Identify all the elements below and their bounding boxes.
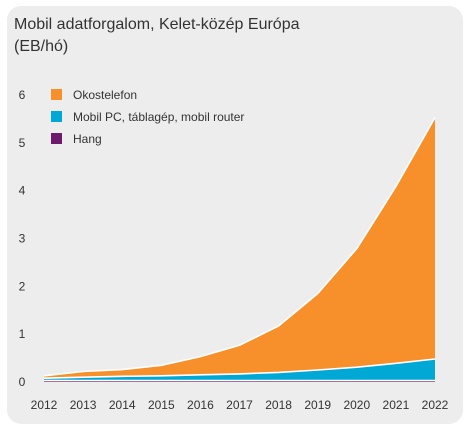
chart-areas — [43, 117, 436, 382]
x-tick-label: 2012 — [31, 398, 58, 412]
legend-label: Mobil PC, táblagép, mobil router — [73, 110, 244, 124]
area-okostelefon — [44, 117, 435, 379]
y-tick-label: 6 — [19, 88, 26, 102]
y-tick-label: 0 — [19, 375, 26, 389]
y-tick-label: 2 — [19, 279, 26, 293]
chart-title-line2: (EB/hó) — [14, 38, 69, 55]
separator-line — [43, 117, 436, 377]
y-axis-ticks: 0 1 2 3 4 5 6 — [19, 88, 26, 389]
y-tick-label: 3 — [19, 232, 26, 246]
y-tick-label: 4 — [19, 184, 26, 198]
x-tick-label: 2020 — [343, 398, 370, 412]
x-tick-label: 2016 — [187, 398, 214, 412]
chart-title-line1: Mobil adatforgalom, Kelet-közép Európa — [14, 16, 300, 33]
area-mobil-pc-t-blag-p-mobil-router — [44, 359, 435, 381]
x-tick-label: 2018 — [265, 398, 292, 412]
separator-line — [43, 358, 436, 379]
y-tick-label: 5 — [19, 136, 26, 150]
x-tick-label: 2015 — [148, 398, 175, 412]
legend-swatch — [51, 89, 62, 100]
x-tick-label: 2021 — [383, 398, 410, 412]
x-tick-label: 2019 — [304, 398, 331, 412]
legend-label: Hang — [73, 132, 102, 146]
x-tick-label: 2013 — [70, 398, 97, 412]
legend-swatch — [51, 133, 62, 144]
legend-swatch — [51, 111, 62, 122]
chart-legend: Okostelefon Mobil PC, táblagép, mobil rou… — [51, 88, 244, 146]
legend-label: Okostelefon — [73, 88, 137, 102]
y-tick-label: 1 — [19, 327, 26, 341]
x-tick-label: 2014 — [109, 398, 136, 412]
chart-title: Mobil adatforgalom, Kelet-közép Európa (… — [14, 14, 434, 58]
x-axis-ticks: 2012 2013 2014 2015 2016 2017 2018 2019 2020 2021… — [31, 398, 449, 412]
x-tick-label: 2017 — [226, 398, 253, 412]
x-tick-label: 2022 — [422, 398, 449, 412]
